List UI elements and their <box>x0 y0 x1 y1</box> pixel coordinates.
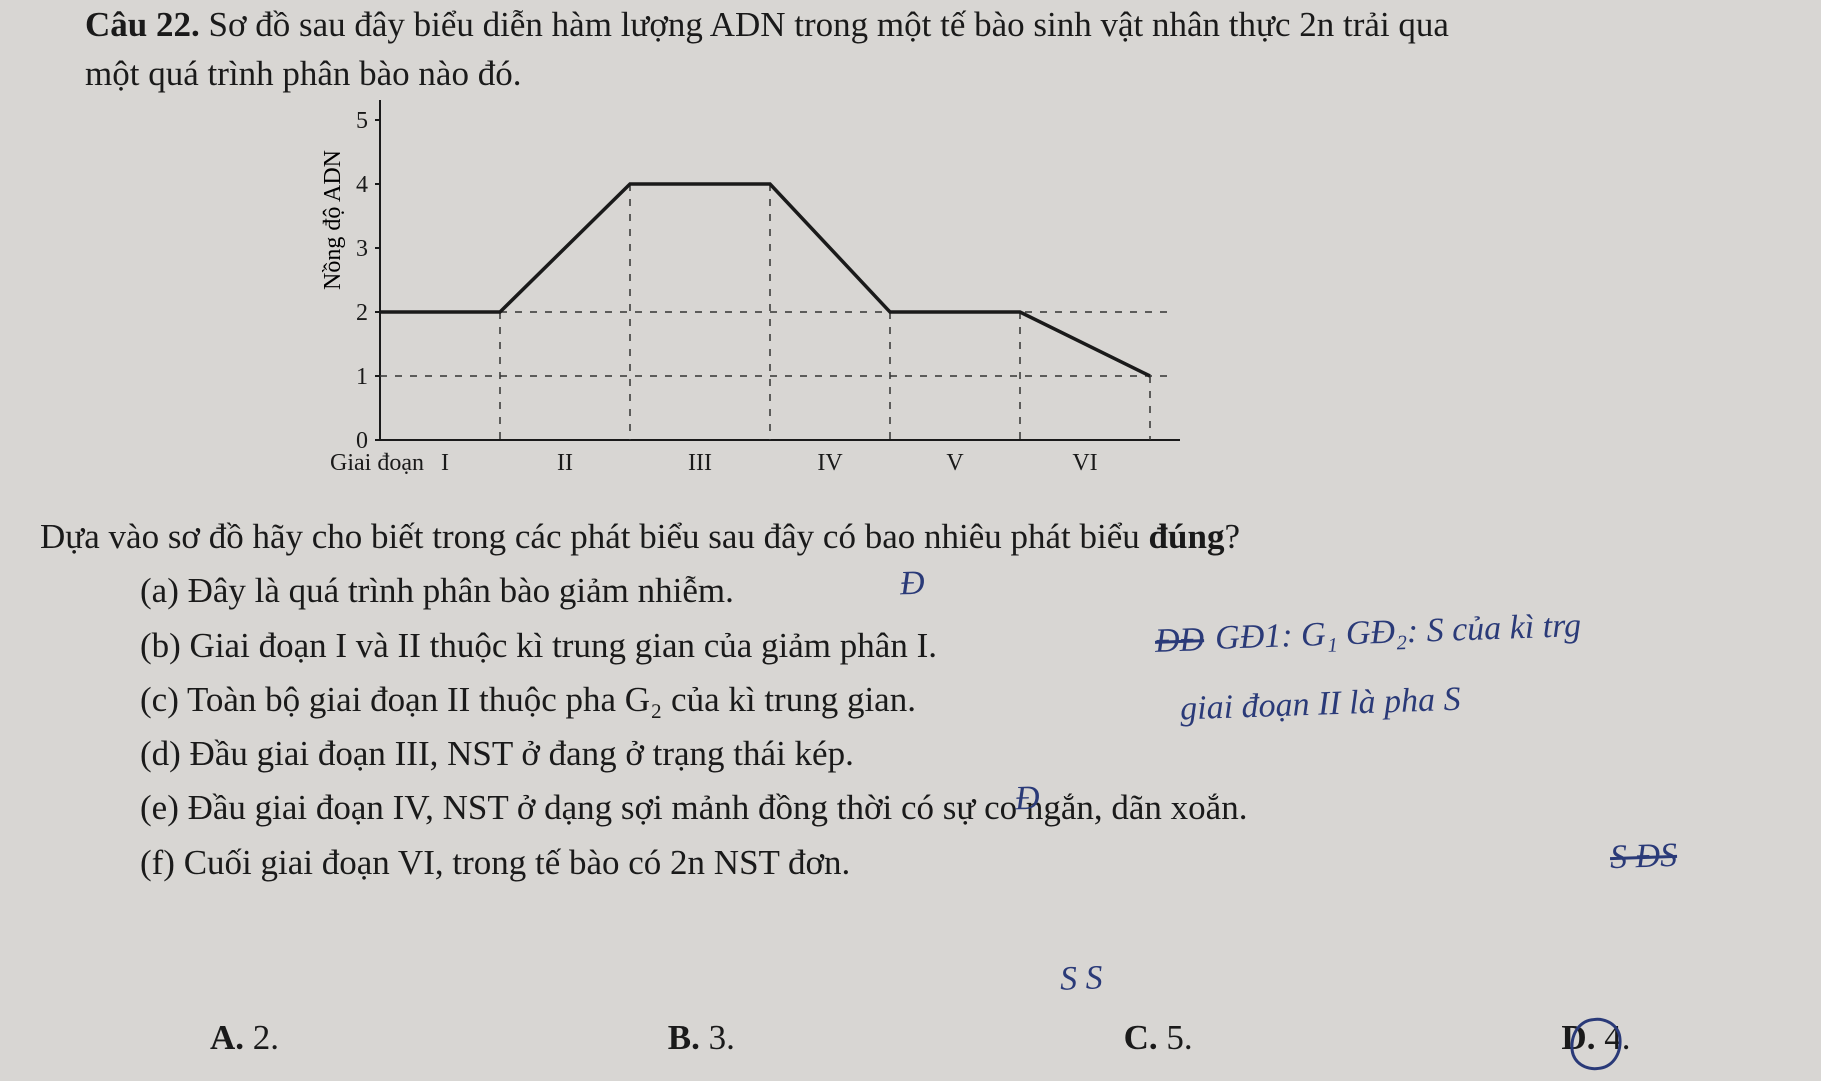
dna-chart: Nồng độ ADN 0 1 2 3 4 5 <box>300 80 1200 500</box>
option-d-label: D. <box>1561 1018 1595 1057</box>
x-tick-labels: Giai đoạn I II III IV V VI <box>330 450 1098 476</box>
v-grid-dashed <box>500 184 1150 440</box>
question-number: Câu 22. <box>85 5 200 44</box>
xtick-4: IV <box>817 450 843 476</box>
prompt-pre: Dựa vào sơ đồ hãy cho biết trong các phá… <box>40 517 1149 556</box>
option-a-label: A. <box>210 1018 244 1057</box>
option-a: A. 2. <box>210 1018 279 1058</box>
h-grid-dashed <box>380 312 1170 376</box>
statement-a: (a) Đây là quá trình phân bào giảm nhiễm… <box>140 564 1810 618</box>
prompt-line: Dựa vào sơ đồ hãy cho biết trong các phá… <box>40 510 1810 564</box>
y-axis-label: Nồng độ ADN <box>320 150 346 290</box>
option-d: D. 4. <box>1561 1018 1630 1058</box>
page: Câu 22. Sơ đồ sau đây biểu diễn hàm lượn… <box>0 0 1821 1081</box>
ytick-4: 4 <box>356 172 368 198</box>
option-c: C. 5. <box>1124 1018 1193 1058</box>
xtick-1: I <box>441 450 449 476</box>
xtick-3: III <box>688 450 712 476</box>
y-tick-labels: 0 1 2 3 4 5 <box>356 108 368 454</box>
statements-block: Dựa vào sơ đồ hãy cho biết trong các phá… <box>40 510 1810 890</box>
dna-line <box>380 184 1150 376</box>
xtick-5: V <box>946 450 964 476</box>
axes <box>375 100 1180 440</box>
x-axis-prefix: Giai đoạn <box>330 450 424 476</box>
statement-b: (b) Giai đoạn I và II thuộc kì trung gia… <box>140 619 1810 673</box>
ytick-3: 3 <box>356 236 368 262</box>
answer-options: A. 2. B. 3. C. 5. D. 4. <box>40 1018 1810 1058</box>
statement-e: (e) Đầu giai đoạn IV, NST ở dạng sợi mản… <box>140 781 1810 835</box>
xtick-6: VI <box>1072 450 1097 476</box>
ytick-1: 1 <box>356 364 368 390</box>
option-c-val: 5. <box>1158 1018 1193 1057</box>
statement-c: (c) Toàn bộ giai đoạn II thuộc pha G₂ củ… <box>140 673 1810 727</box>
xtick-2: II <box>557 450 573 476</box>
handwriting-f-mark: S S <box>1059 959 1103 998</box>
option-d-val: 4. <box>1595 1018 1630 1057</box>
question-text-1: Sơ đồ sau đây biểu diễn hàm lượng ADN tr… <box>200 5 1449 44</box>
option-b: B. 3. <box>668 1018 735 1058</box>
ytick-2: 2 <box>356 300 368 326</box>
statement-f: (f) Cuối giai đoạn VI, trong tế bào có 2… <box>140 836 1810 890</box>
option-a-val: 2. <box>244 1018 279 1057</box>
option-b-label: B. <box>668 1018 700 1057</box>
ytick-5: 5 <box>356 108 368 134</box>
prompt-post: ? <box>1224 517 1240 556</box>
statement-d: (d) Đầu giai đoạn III, NST ở đang ở trạn… <box>140 727 1810 781</box>
option-c-label: C. <box>1124 1018 1158 1057</box>
chart-svg: Nồng độ ADN 0 1 2 3 4 5 <box>300 80 1200 500</box>
prompt-bold: đúng <box>1149 517 1225 556</box>
option-b-val: 3. <box>700 1018 735 1057</box>
